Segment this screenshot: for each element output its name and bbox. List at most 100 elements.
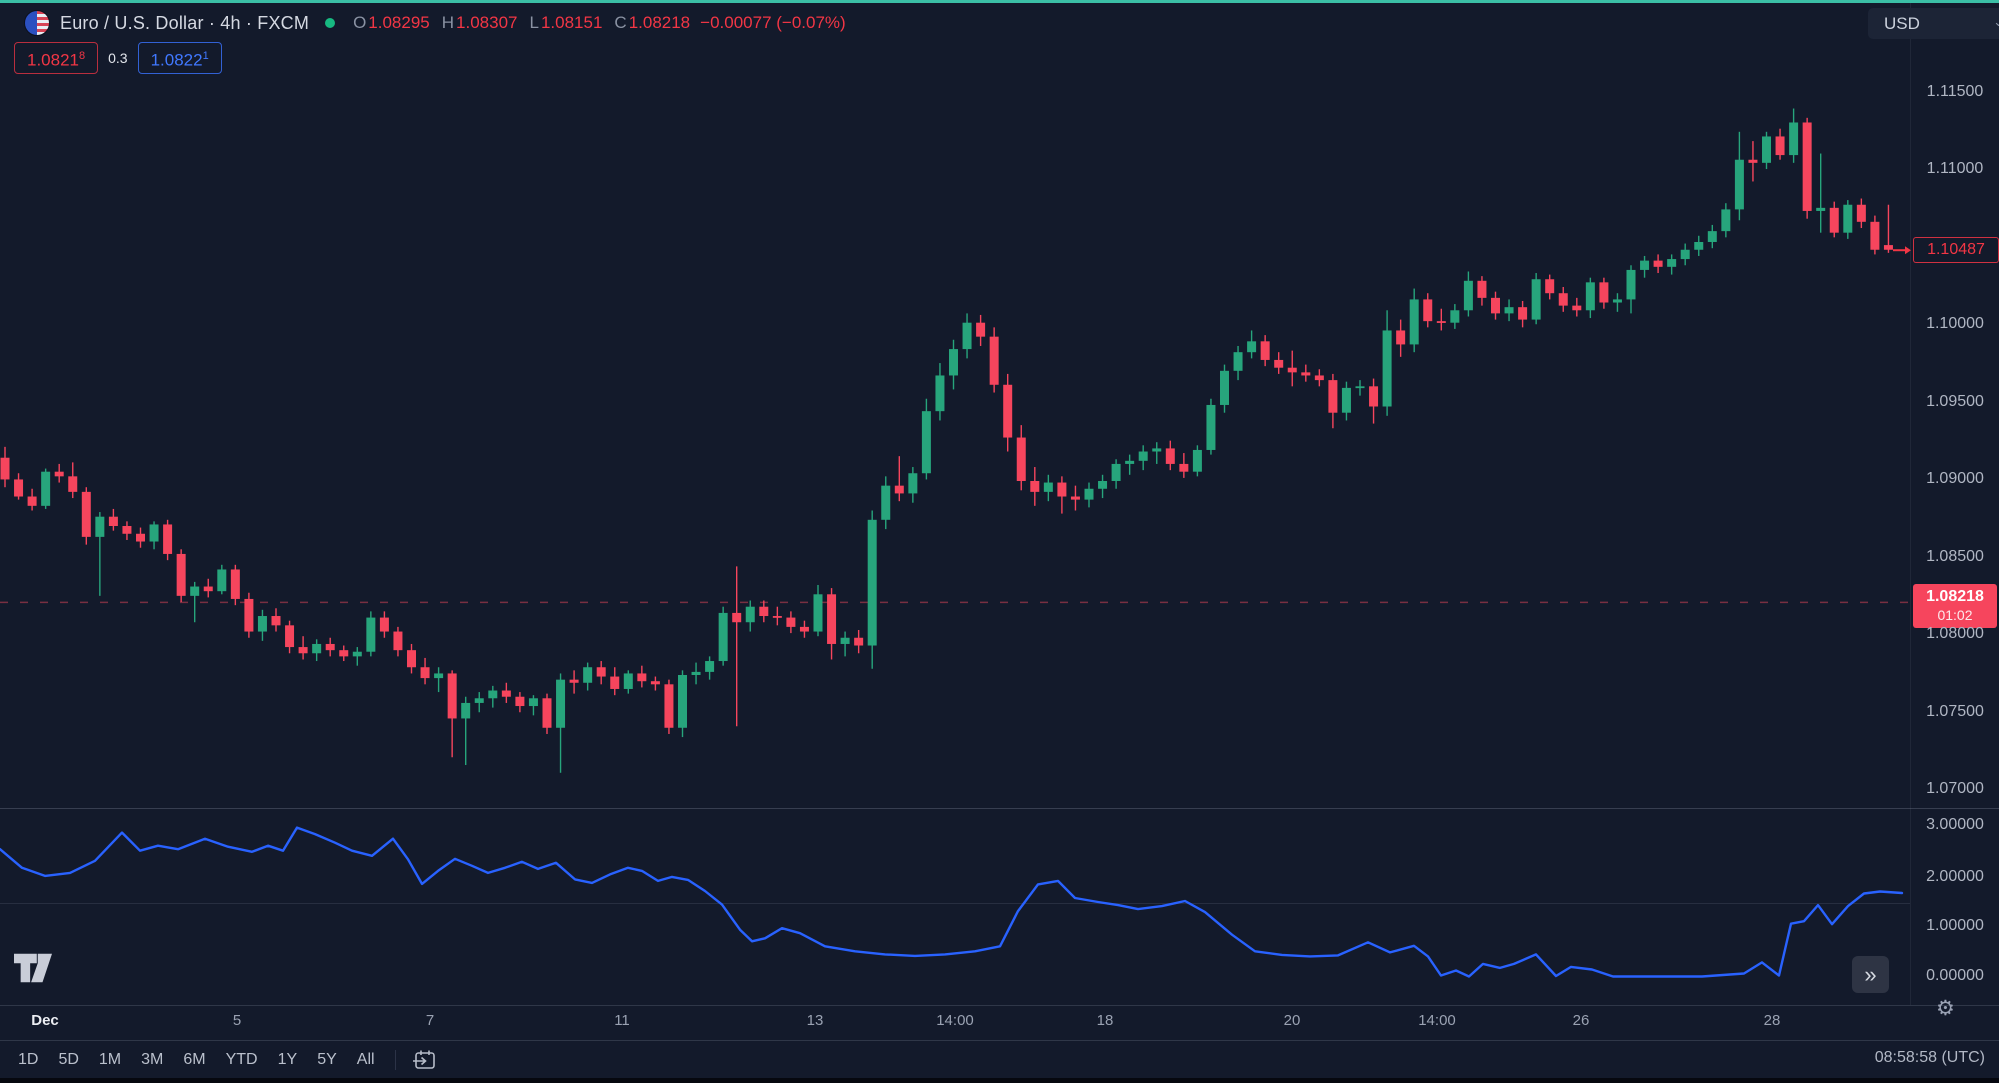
- candle-body: [867, 519, 877, 646]
- time-tick-label: 20: [1283, 1012, 1301, 1029]
- high-label: H: [441, 13, 455, 32]
- candle-body: [1016, 437, 1026, 481]
- candle-body: [1152, 448, 1162, 452]
- candle-body: [1748, 159, 1758, 163]
- candle-body: [1829, 207, 1839, 233]
- currency-dropdown[interactable]: USD ⌄: [1868, 8, 1999, 39]
- candle-body: [1762, 136, 1771, 163]
- indicator-tick-label: 2.00000: [1926, 868, 1984, 885]
- range-button-ytd[interactable]: YTD: [225, 1050, 258, 1068]
- candle-body: [515, 696, 525, 707]
- bottom-strip: [0, 1078, 1999, 1083]
- candle-body: [569, 679, 579, 683]
- range-button-1d[interactable]: 1D: [18, 1050, 39, 1068]
- candle-body: [556, 679, 566, 728]
- price-tick-label: 1.09500: [1926, 393, 1984, 410]
- candle-body: [1436, 321, 1446, 323]
- candle-body: [528, 698, 538, 707]
- candle-body: [1043, 482, 1053, 492]
- candle-body: [1369, 386, 1379, 407]
- current-price-value: 1.08218: [1926, 588, 1984, 605]
- symbol-header: Euro / U.S. Dollar · 4h · FXCM O 1.08295 …: [24, 8, 846, 38]
- candle-body: [583, 667, 593, 683]
- candle-body: [745, 606, 755, 623]
- clock-utc[interactable]: 08:58:58 (UTC): [1874, 1049, 1985, 1066]
- candle-body: [271, 616, 281, 626]
- candle-body: [81, 491, 91, 537]
- close-label: C: [614, 13, 627, 32]
- candle-body: [1667, 259, 1677, 267]
- candle-body: [1734, 159, 1744, 210]
- buy-ask-button[interactable]: 1.08221: [137, 41, 222, 75]
- candle-body: [474, 698, 484, 703]
- candle-body: [799, 626, 809, 632]
- range-toolbar: 1D 5D 1M 3M 6M YTD 1Y 5Y All: [8, 1041, 444, 1078]
- candle-body: [217, 569, 227, 592]
- candle-body: [1111, 463, 1121, 481]
- candle-body: [230, 569, 240, 599]
- close-value: 1.08218: [628, 13, 691, 32]
- calendar-arrow-icon: [412, 1050, 435, 1069]
- symbol-title[interactable]: Euro / U.S. Dollar · 4h · FXCM: [60, 12, 310, 33]
- range-button-3m[interactable]: 3M: [141, 1050, 164, 1068]
- candle-body: [420, 667, 430, 679]
- range-button-1m[interactable]: 1M: [98, 1050, 122, 1068]
- candle-body: [434, 673, 444, 679]
- indicator-tick-label: 1.00000: [1926, 917, 1984, 934]
- time-tick-label: 7: [425, 1012, 435, 1029]
- candle-body: [447, 673, 457, 719]
- candle-body: [772, 616, 782, 618]
- go-to-date-button[interactable]: [406, 1045, 444, 1075]
- candle-body: [325, 643, 335, 651]
- candle-body: [678, 675, 687, 728]
- price-tick-label: 1.10000: [1926, 315, 1984, 332]
- price-tick-label: 1.11500: [1926, 83, 1984, 100]
- low-value: 1.08151: [540, 13, 603, 32]
- symbol-flag-icon: [24, 10, 50, 36]
- candle-body: [366, 617, 376, 652]
- candle-body: [1314, 375, 1324, 381]
- price-axis[interactable]: [1910, 0, 1999, 1005]
- candle-body: [854, 637, 864, 646]
- candle-body: [1477, 280, 1487, 298]
- candle-body: [68, 476, 78, 492]
- gear-icon[interactable]: ⚙: [1936, 997, 1955, 1020]
- tradingview-logo[interactable]: [12, 948, 54, 986]
- candle-body: [989, 336, 999, 385]
- candle-body: [461, 702, 471, 719]
- current-price-countdown-label: 1.08218 01:02: [1913, 584, 1997, 628]
- candle-body: [908, 473, 918, 494]
- candle-body: [1125, 460, 1135, 464]
- restore-pane-button[interactable]: »: [1852, 956, 1889, 993]
- range-button-1y[interactable]: 1Y: [277, 1050, 298, 1068]
- candle-body: [1545, 279, 1555, 294]
- range-button-all[interactable]: All: [356, 1050, 375, 1068]
- candle-body: [1260, 341, 1270, 360]
- candle-body: [691, 671, 701, 675]
- candle-body: [352, 651, 362, 657]
- candle-body: [637, 673, 647, 682]
- candle-body: [1220, 370, 1229, 405]
- chevron-down-icon: ⌄: [1993, 13, 1999, 29]
- candle-body: [1287, 367, 1297, 373]
- candle-body: [1694, 241, 1704, 250]
- time-tick-label: 14:00: [936, 1012, 974, 1029]
- candle-body: [1816, 207, 1826, 211]
- market-open-dot-icon: [325, 18, 336, 28]
- range-button-5y[interactable]: 5Y: [317, 1050, 337, 1068]
- last-price-label: 1.10487: [1913, 237, 1999, 263]
- candle-body: [108, 516, 118, 527]
- sell-bid-button[interactable]: 1.08218: [14, 41, 99, 75]
- range-button-5d[interactable]: 5D: [58, 1050, 79, 1068]
- time-tick-label: Dec: [31, 1012, 59, 1029]
- candle-body: [1030, 481, 1040, 492]
- candle-body: [1680, 249, 1690, 260]
- candle-body: [285, 625, 295, 648]
- candle-body: [1626, 269, 1636, 300]
- range-button-6m[interactable]: 6M: [183, 1050, 206, 1068]
- candle-body: [1789, 122, 1799, 156]
- candle-body: [976, 322, 986, 337]
- candle-body: [786, 617, 796, 627]
- bid-ask-row: 1.08218 0.3 1.08221: [14, 41, 222, 75]
